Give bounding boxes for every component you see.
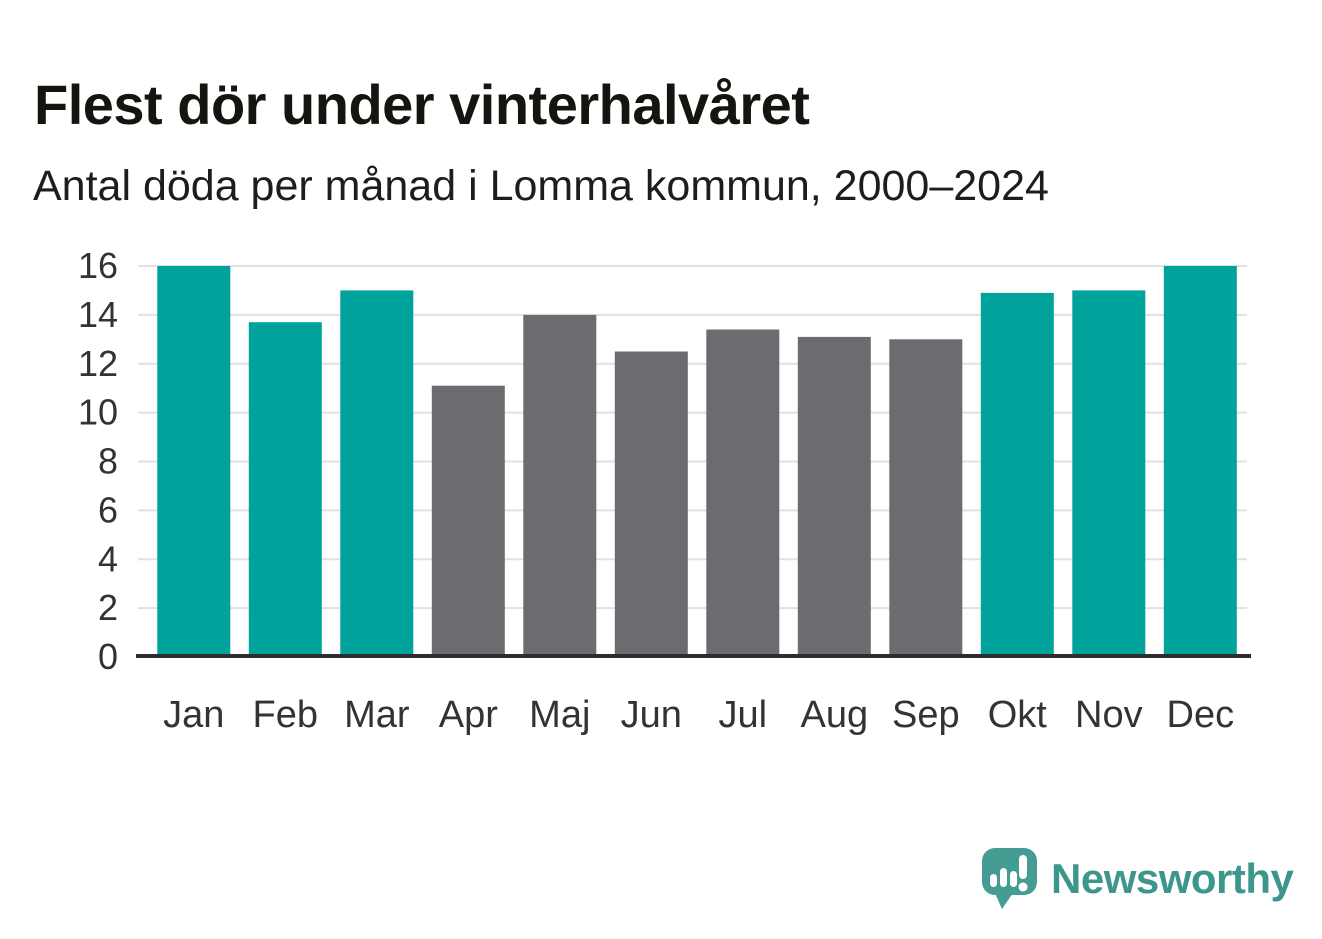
- bar-dec: [1163, 266, 1237, 657]
- x-tick-label-jan: Jan: [163, 694, 224, 736]
- y-tick-label-0: 0: [98, 636, 118, 677]
- x-tick-label-aug: Aug: [800, 694, 868, 736]
- y-tick-label-14: 14: [78, 294, 118, 335]
- x-tick-label-apr: Apr: [439, 694, 498, 736]
- y-tick-label-2: 2: [98, 587, 118, 628]
- bar-okt: [980, 292, 1054, 657]
- bar-feb: [248, 322, 322, 657]
- bar-apr: [431, 385, 505, 657]
- x-tick-label-jun: Jun: [621, 694, 682, 736]
- y-tick-label-10: 10: [78, 392, 118, 433]
- x-tick-label-nov: Nov: [1075, 694, 1143, 736]
- bar-sep: [889, 339, 963, 657]
- bar-jul: [706, 329, 780, 657]
- x-tick-label-jul: Jul: [719, 694, 768, 736]
- bar-nov: [1072, 290, 1146, 657]
- x-tick-label-sep: Sep: [892, 694, 960, 736]
- y-tick-label-12: 12: [78, 343, 118, 384]
- y-tick-label-8: 8: [98, 441, 118, 482]
- x-tick-label-mar: Mar: [344, 694, 410, 736]
- bar-jan: [157, 266, 231, 657]
- x-tick-label-feb: Feb: [253, 694, 318, 736]
- x-tick-label-okt: Okt: [988, 694, 1048, 736]
- y-tick-label-4: 4: [98, 538, 118, 579]
- newsworthy-logo-text: Newsworthy: [1051, 855, 1294, 902]
- chart-subtitle: Antal döda per månad i Lomma kommun, 200…: [33, 162, 1049, 210]
- bar-aug: [797, 336, 871, 657]
- bar-jun: [614, 351, 688, 657]
- bar-mar: [340, 290, 414, 657]
- x-tick-label-maj: Maj: [529, 694, 590, 736]
- x-tick-label-dec: Dec: [1167, 694, 1235, 736]
- bar-maj: [523, 314, 597, 657]
- y-tick-label-16: 16: [78, 245, 118, 286]
- chart-title: Flest dör under vinterhalvåret: [34, 72, 810, 136]
- y-tick-label-6: 6: [98, 489, 118, 530]
- newsworthy-logo-icon: [982, 848, 1037, 909]
- newsworthy-logo: Newsworthy: [982, 848, 1294, 910]
